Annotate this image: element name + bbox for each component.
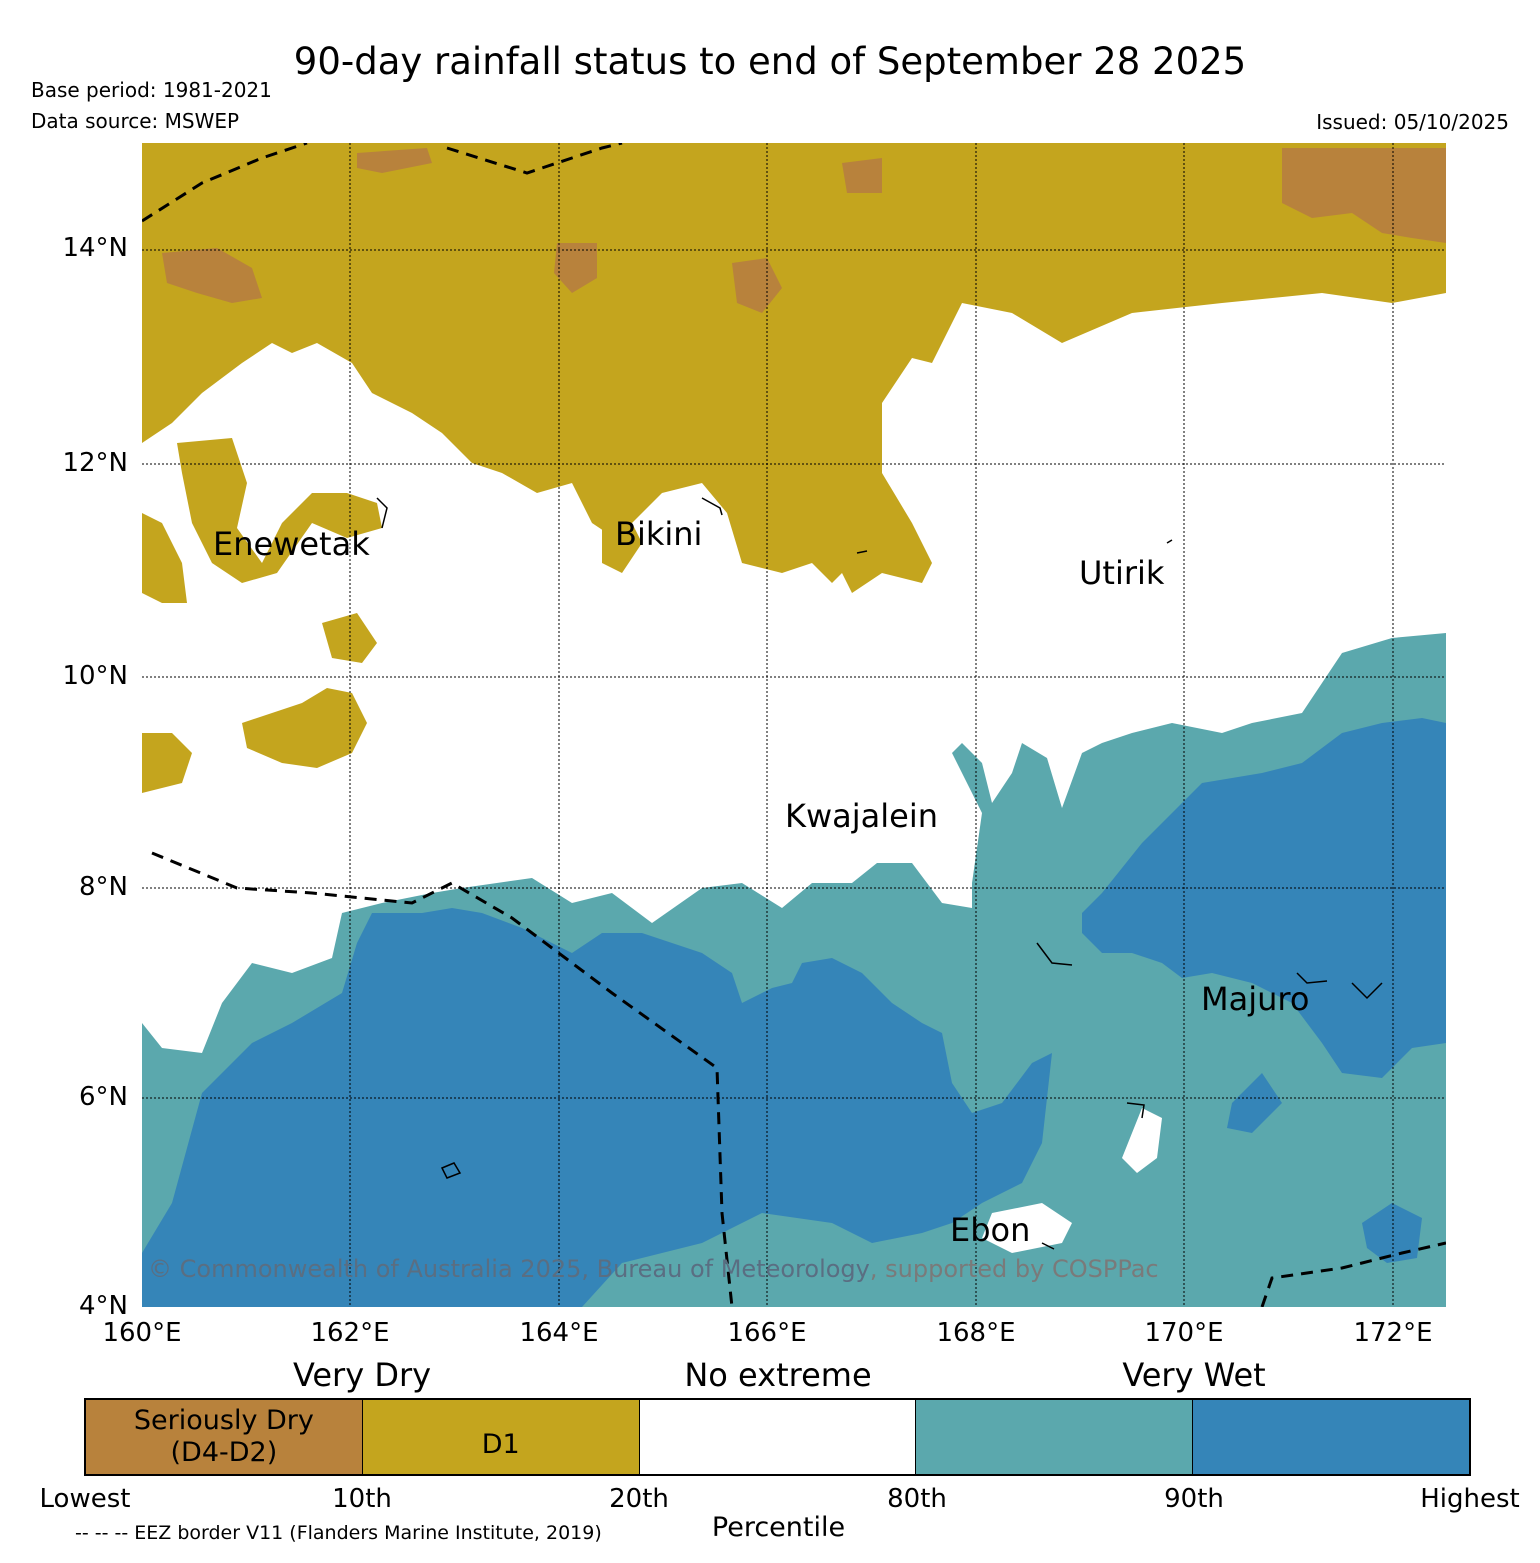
legend-axis-label: Percentile [711,1512,846,1543]
data-source: Data source: MSWEP [31,109,240,133]
d1-region-north [142,143,1446,593]
d1-region-west-3 [322,613,377,663]
place-kwajalein: Kwajalein [785,797,939,835]
seriously-dry-patch-2 [162,248,262,303]
lon-label-166e: 166°E [727,1318,807,1348]
legend-seriously-dry-line2: (D4-D2) [170,1437,278,1468]
place-utirik: Utirik [1079,554,1165,592]
no-extreme-gap-2 [982,1203,1072,1253]
lon-label-162e: 162°E [310,1318,390,1348]
legend-tick-lowest: Lowest [39,1484,131,1514]
wet-90-plus-region-se [1362,1203,1422,1263]
base-period: Base period: 1981-2021 [31,78,272,102]
legend-seriously-dry-line1: Seriously Dry [133,1405,314,1436]
graticule [142,143,1446,1307]
wet-90-plus-region-west [142,908,1052,1307]
legend-seriously-dry: Seriously Dry (D4-D2) [86,1400,363,1474]
map-title: 90-day rainfall status to end of Septemb… [293,40,1247,83]
legend-group-very-dry: Very Dry [292,1356,432,1394]
eez-note: -- -- -- EEZ border V11 (Flanders Marine… [75,1522,602,1544]
d1-region-west-2 [177,438,382,583]
legend-colorbar: Seriously Dry (D4-D2) D1 [84,1398,1471,1476]
lon-label-170e: 170°E [1144,1318,1224,1348]
lon-label-172e: 172°E [1353,1318,1433,1348]
copyright-main: © Commonwealth of Australia 2025, Bureau… [148,1255,870,1283]
legend-tick-10th: 10th [332,1484,392,1514]
legend-no-extreme [639,1400,917,1474]
legend-wet-80-90 [916,1400,1194,1474]
d1-region-west-1 [142,513,187,603]
no-extreme-gap [1122,1108,1162,1173]
rainfall-map [142,143,1446,1307]
copyright-supported: , supported by COSPPac [869,1255,1159,1283]
place-majuro: Majuro [1201,980,1310,1018]
d1-region-west-5 [142,733,192,793]
seriously-dry-patch-1 [1282,148,1446,243]
wet-90-plus-region-east-tail [1227,1073,1282,1133]
place-ebon: Ebon [950,1211,1031,1249]
lon-label-168e: 168°E [936,1318,1016,1348]
wet-90-plus-region-east [1082,718,1446,1078]
lat-label-10n: 10°N [62,661,128,691]
atoll-outlines [376,497,1383,1250]
lat-label-6n: 6°N [79,1082,128,1112]
d1-region-west-4 [242,688,367,768]
place-bikini: Bikini [615,515,703,553]
legend-tick-20th: 20th [609,1484,669,1514]
lat-label-12n: 12°N [62,448,128,478]
eez-border [142,143,1446,1307]
seriously-dry-patch-4 [732,258,782,313]
seriously-dry-patch-6 [357,148,432,173]
legend-tick-90th: 90th [1164,1484,1224,1514]
d1-region-bikini [602,523,642,573]
lat-label-8n: 8°N [79,872,128,902]
legend-tick-80th: 80th [887,1484,947,1514]
legend-wet-90-plus [1193,1400,1469,1474]
seriously-dry-patch-3 [554,243,597,293]
lat-label-14n: 14°N [62,233,128,263]
place-enewetak: Enewetak [213,525,370,563]
lon-label-164e: 164°E [519,1318,599,1348]
legend-group-very-wet: Very Wet [1122,1356,1266,1394]
issued-date: Issued: 05/10/2025 [1316,110,1509,134]
lat-label-4n: 4°N [79,1291,128,1321]
legend-group-no-extreme: No extreme [684,1356,872,1394]
legend-tick-highest: Highest [1420,1484,1520,1514]
lon-label-160e: 160°E [102,1318,182,1348]
legend-d1-label: D1 [481,1429,520,1460]
legend-d1: D1 [362,1400,640,1474]
copyright-notice: © Commonwealth of Australia 2025, Bureau… [148,1255,1159,1283]
seriously-dry-patch-5 [842,158,882,193]
